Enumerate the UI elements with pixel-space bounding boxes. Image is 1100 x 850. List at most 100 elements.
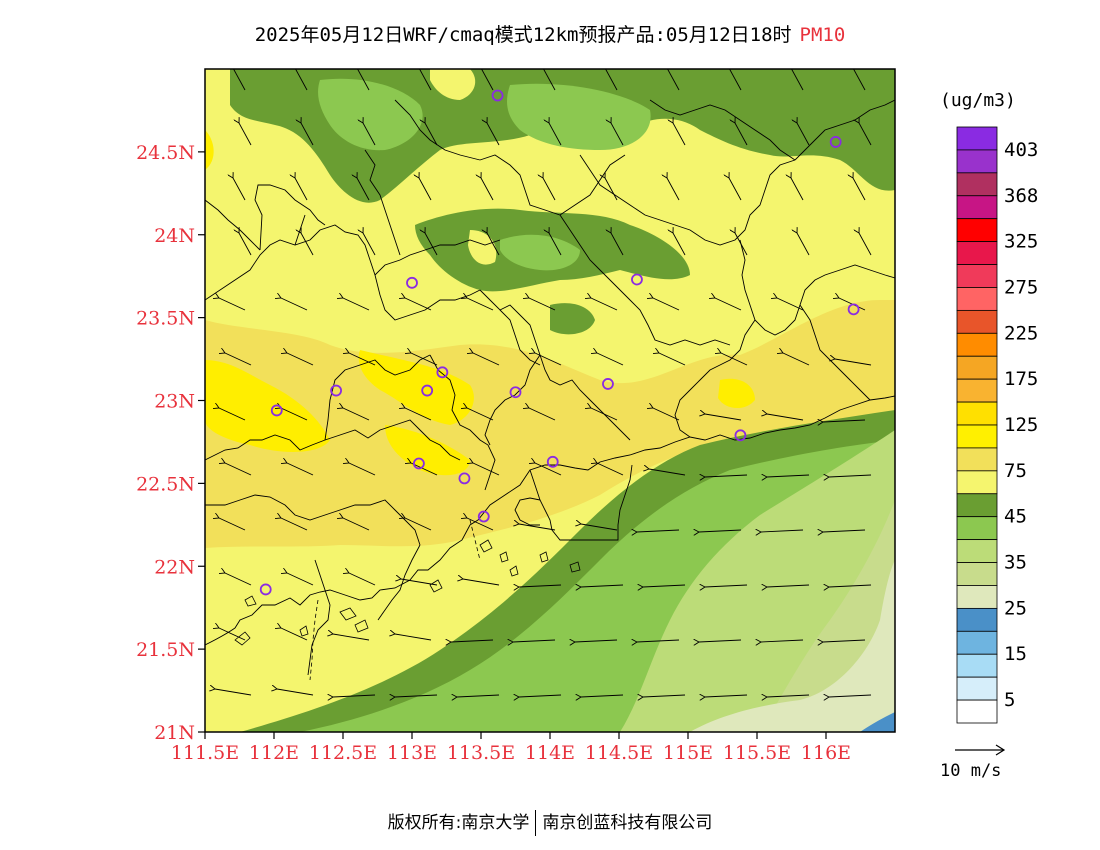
lat-tick-label: 23.5N (136, 308, 195, 330)
wind-arrow (829, 695, 872, 697)
wind-arrow (653, 298, 680, 311)
wind-arrow (357, 69, 370, 91)
wind-arrow (853, 178, 866, 201)
field-small-green (550, 303, 595, 335)
station-marker (477, 510, 490, 523)
wind-arrow (653, 408, 680, 421)
monitoring-stations (259, 89, 860, 596)
wind-arrow (405, 298, 432, 311)
lat-tick-label: 24.5N (136, 142, 195, 164)
wind-vectors (215, 69, 872, 697)
wind-arrow (473, 353, 500, 366)
wind-arrow (457, 695, 500, 697)
wind-arrow (529, 408, 556, 421)
latitude-axis: 21N 21.5N 22N 22.5N 23N 23.5N 24N 24.5N (136, 142, 205, 744)
colorbar-label: 368 (1004, 185, 1038, 207)
lon-tick-label: 112.5E (309, 742, 377, 764)
longitude-axis: 111.5E 112E 112.5E 113E 113.5E 114E 114.5E 115E… (171, 732, 851, 764)
lon-tick-label: 116E (801, 742, 851, 764)
wind-arrow (419, 178, 432, 201)
wind-arrow (301, 123, 314, 146)
wind-arrow (823, 640, 866, 642)
colorbar: 403 368 325 275 225 175 125 75 45 35 25 15 5 (956, 126, 1038, 724)
wind-reference-label: 10 m/s (940, 761, 1002, 781)
station-marker (829, 136, 842, 148)
wind-arrow (543, 69, 556, 91)
field-north-green-light-2 (507, 83, 651, 150)
station-marker (602, 378, 614, 390)
colorbar-swatch (956, 630, 998, 655)
station-marker (259, 583, 272, 596)
wind-arrow (405, 408, 432, 421)
wind-arrow (777, 298, 804, 311)
wind-arrow (797, 233, 810, 256)
wind-arrow (605, 69, 618, 91)
wind-arrow (425, 233, 438, 256)
colorbar-swatch (956, 470, 998, 495)
wind-arrow (301, 233, 314, 256)
wind-arrow (597, 353, 624, 366)
colorbar-swatch (956, 218, 998, 243)
wind-arrow (239, 233, 252, 256)
wind-arrow (481, 69, 494, 91)
field-north-green-light (318, 78, 423, 151)
colorbar-swatch (956, 585, 998, 609)
station-marker (406, 276, 418, 289)
field-bright-yellow-4 (718, 378, 755, 409)
colorbar-label: 175 (1004, 368, 1038, 390)
wind-arrow (823, 420, 866, 422)
station-marker (270, 404, 283, 417)
wind-arrow (467, 408, 494, 421)
wind-arrow (219, 628, 246, 641)
station-marker (412, 457, 425, 470)
wind-arrow (467, 298, 494, 311)
colorbar-swatch (956, 493, 998, 518)
wind-arrow (791, 69, 804, 91)
wind-arrow (219, 298, 246, 311)
colorbar-label: 15 (1004, 643, 1027, 665)
wind-arrow (535, 353, 562, 366)
wind-arrow (481, 178, 494, 201)
wind-arrow (487, 123, 500, 146)
wind-arrow (721, 353, 748, 366)
wind-arrow (357, 178, 370, 201)
station-marker (847, 303, 860, 316)
wind-arrow (333, 695, 376, 697)
wind-arrow (395, 695, 438, 697)
wind-arrow (699, 640, 742, 642)
wind-arrow (543, 178, 556, 201)
wind-arrow (591, 298, 618, 311)
field-bright-yellow-3 (385, 425, 470, 476)
station-marker (631, 273, 643, 286)
lon-tick-label: 113.5E (447, 742, 515, 764)
wind-arrow (529, 298, 556, 311)
colorbar-unit: (ug/m3) (940, 90, 1016, 111)
wind-arrow (643, 695, 686, 697)
wind-arrow (767, 585, 810, 587)
wind-arrow (735, 123, 748, 146)
colorbar-swatch (956, 447, 998, 472)
wind-arrow (791, 178, 804, 201)
wind-arrow (239, 123, 252, 146)
colorbar-swatch (956, 539, 998, 563)
lon-tick-label: 114.5E (585, 742, 653, 764)
wind-arrow (767, 695, 810, 697)
wind-arrow (281, 298, 308, 311)
colorbar-swatch (956, 195, 998, 220)
wind-arrow (729, 178, 742, 201)
colorbar-swatch (956, 699, 998, 724)
wind-arrow (705, 695, 748, 697)
wind-arrow (591, 408, 618, 421)
wind-arrow (823, 530, 866, 532)
title-variable: PM10 (799, 24, 846, 46)
lon-tick-label: 112E (249, 742, 299, 764)
wind-arrow (549, 233, 562, 256)
wind-arrow (281, 408, 308, 421)
colorbar-swatch (956, 676, 998, 701)
wind-arrow (519, 524, 556, 531)
wind-arrow (513, 640, 556, 642)
wind-arrow (783, 353, 810, 366)
colorbar-label: 45 (1004, 506, 1027, 528)
colorbar-label: 403 (1004, 139, 1038, 161)
